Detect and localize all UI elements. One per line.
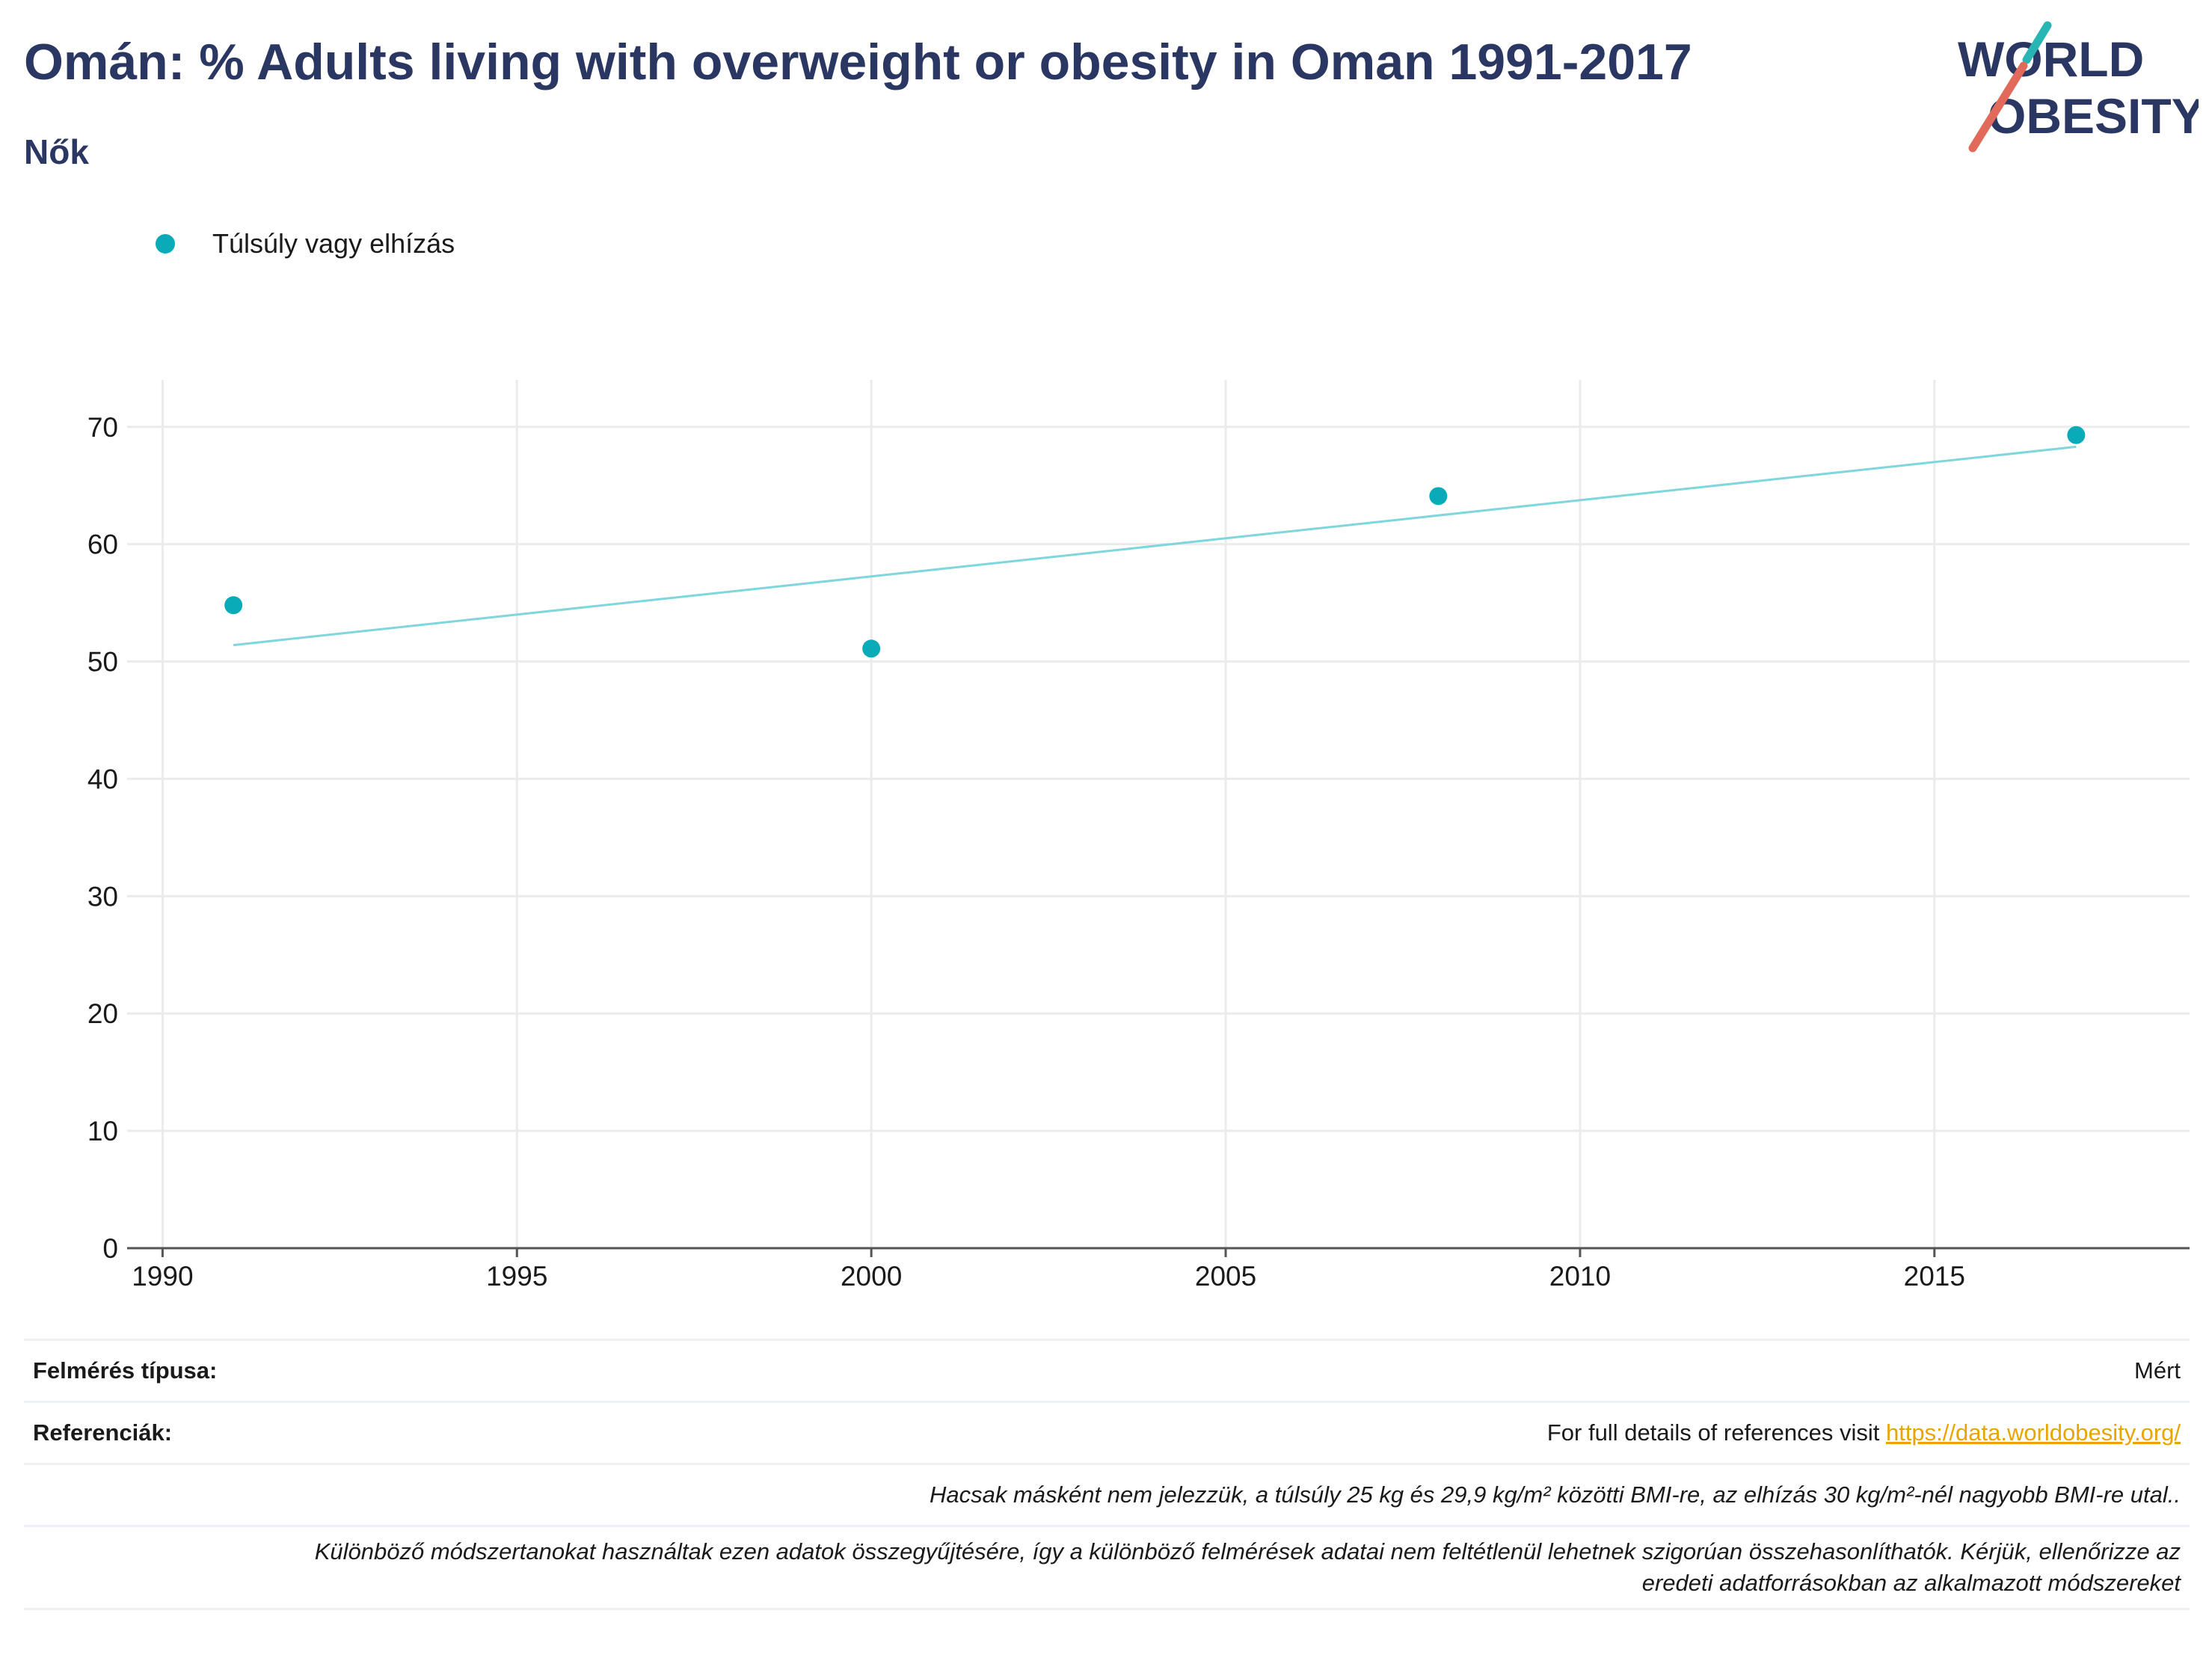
chart-footer: Felmérés típusa: Mért Referenciák: For f… [24,1339,2190,1610]
bmi-note: Hacsak másként nem jelezzük, a túlsúly 2… [930,1481,2181,1508]
chart-title: Omán: % Adults living with overweight or… [24,34,1692,90]
data-point [224,596,243,615]
y-tick-label: 20 [87,998,118,1029]
x-tick-label: 2010 [1549,1261,1611,1286]
legend[interactable]: Túlsúly vagy elhízás [156,223,455,265]
data-point [2067,426,2086,444]
x-tick-label: 2005 [1195,1261,1256,1286]
y-tick-label: 10 [87,1116,118,1146]
references-link[interactable]: https://data.worldobesity.org/ [1885,1419,2181,1446]
x-tick-label: 2000 [841,1261,902,1286]
y-tick-label: 30 [87,881,118,912]
y-tick-label: 50 [87,647,118,678]
references-label: Referenciák: [33,1419,173,1446]
survey-type-value: Mért [2134,1357,2181,1384]
methodology-note-line1: Különböző módszertanokat használtak ezen… [314,1538,2181,1565]
references-row: Referenciák: For full details of referen… [24,1401,2190,1463]
scatter-chart: 1990 1995 2000 2005 2010 2015 0 10 20 30 40 50 60 70 [87,380,2190,1286]
logo-word-world: WORLD [1958,31,2144,87]
data-point [1429,487,1448,506]
y-tick-label: 60 [87,529,118,560]
references-value: For full details of references visit htt… [1547,1419,2181,1446]
survey-type-label: Felmérés típusa: [33,1357,218,1384]
y-tick-label: 40 [87,764,118,794]
logo-word-obesity: OBESITY [1988,88,2199,144]
x-tick-label: 2015 [1904,1261,1965,1286]
logo-coral-slash [1968,61,2028,153]
y-tick-label: 70 [87,412,118,443]
trend-line [233,445,2077,647]
x-tick-label: 1990 [132,1261,193,1286]
methodology-note: Különböző módszertanokat használtak ezen… [315,1527,2181,1608]
bmi-note-row: Hacsak másként nem jelezzük, a túlsúly 2… [24,1463,2190,1525]
chart-subtitle: Nők [24,132,89,171]
methodology-note-line2: eredeti adatforrásokban az alkalmazott m… [1641,1570,2181,1596]
logo-teal-slash [2022,21,2052,64]
methodology-note-row: Különböző módszertanokat használtak ezen… [24,1525,2190,1610]
data-point [862,639,881,658]
x-tick-label: 1995 [486,1261,547,1286]
legend-marker [156,234,175,254]
y-tick-label: 0 [102,1233,118,1264]
world-obesity-logo: WORLD OBESITY [1958,21,2199,153]
references-text: For full details of references visit [1546,1419,1886,1446]
survey-type-row: Felmérés típusa: Mért [24,1339,2190,1401]
legend-label: Túlsúly vagy elhízás [212,228,455,259]
